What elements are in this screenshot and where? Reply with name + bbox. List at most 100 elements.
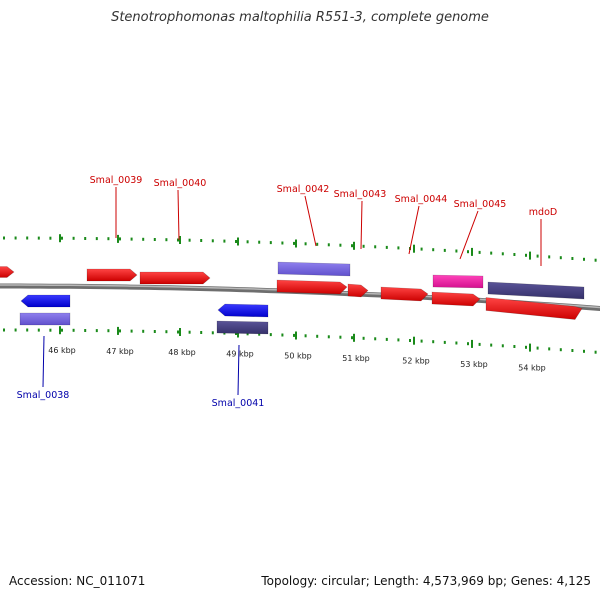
scale-tick-top	[327, 243, 330, 247]
scale-tick-bottom	[177, 330, 179, 334]
scale-tick-top	[200, 239, 203, 242]
scale-tick-top	[107, 237, 110, 241]
scale-tick-top	[583, 257, 585, 261]
scale-tick-bottom	[432, 340, 435, 344]
scale-label: 46 kbp	[48, 346, 76, 355]
scale-tick-top	[269, 241, 272, 245]
scale-tick-top	[571, 257, 574, 260]
gene-label: Smal_0039	[90, 175, 143, 186]
gene-leader-line	[360, 200, 363, 250]
gene-leader-line	[237, 344, 240, 396]
scale-tick-top	[223, 239, 226, 243]
scale-tick-bottom	[246, 332, 249, 336]
topology-label: Topology:	[261, 574, 318, 588]
gene-label: Smal_0045	[454, 199, 507, 210]
gene-feature-mdod	[485, 297, 583, 320]
scale-tick-bottom	[548, 347, 551, 351]
scale-tick-top	[316, 242, 319, 246]
scale-tick-top	[37, 236, 40, 240]
scale-tick-top	[3, 236, 5, 240]
gene-label: Smal_0038	[17, 390, 70, 401]
scale-tick-top	[95, 237, 98, 241]
scale-tick-top	[235, 240, 237, 243]
scale-major-tick-top	[237, 237, 239, 246]
gene-leader-line	[459, 210, 479, 260]
gene-label: Smal_0041	[212, 398, 265, 409]
scale-tick-top	[72, 236, 75, 240]
scale-tick-bottom	[49, 328, 52, 332]
scale-tick-top	[246, 240, 249, 244]
accession-value: NC_011071	[76, 574, 146, 588]
gene-leader-line	[408, 205, 420, 255]
gene-label: Smal_0040	[154, 178, 207, 189]
gene-feature-smal-0040	[139, 271, 211, 285]
accession-label: Accession:	[9, 574, 73, 588]
scale-tick-bottom	[385, 337, 388, 341]
scale-tick-top	[281, 241, 284, 245]
page-title: Stenotrophomonas maltophilia R551-3, com…	[111, 10, 489, 25]
separator-2: ;	[502, 574, 511, 588]
scale-tick-bottom	[258, 332, 261, 336]
scale-tick-bottom	[26, 328, 29, 332]
scale-label: 48 kbp	[168, 348, 196, 357]
scale-tick-top	[258, 240, 261, 244]
scale-tick-bottom	[351, 336, 353, 340]
scale-tick-top	[61, 236, 63, 240]
scale-major-tick-bottom	[179, 328, 181, 336]
scale-tick-top	[351, 244, 353, 248]
gene-leader-line	[177, 189, 180, 241]
scale-tick-top	[293, 241, 295, 245]
scale-tick-top	[420, 247, 423, 251]
genes-value: 4,125	[556, 574, 591, 588]
scale-tick-bottom	[594, 350, 597, 354]
scale-tick-bottom	[513, 345, 516, 348]
scale-tick-bottom	[420, 339, 423, 343]
length-value: 4,573,969 bp	[422, 574, 503, 588]
scale-tick-top	[211, 239, 214, 243]
scale-tick-bottom	[153, 330, 156, 333]
scale-major-tick-bottom	[295, 331, 297, 340]
gene-leader-line	[42, 335, 45, 388]
scale-major-tick-bottom	[413, 336, 415, 345]
scale-tick-bottom	[525, 345, 527, 349]
scale-tick-bottom	[107, 329, 110, 333]
scale-major-tick-bottom	[59, 326, 61, 335]
scale-tick-bottom	[571, 349, 574, 352]
scale-tick-bottom	[269, 333, 272, 337]
scale-tick-top	[188, 238, 191, 242]
scale-tick-top	[119, 237, 121, 241]
topology-value: circular	[321, 574, 366, 588]
scale-tick-top	[153, 238, 156, 241]
scale-major-tick-top	[413, 244, 415, 253]
gene-label: Smal_0043	[334, 189, 387, 200]
scale-tick-top	[130, 237, 133, 241]
scale-label: 51 kbp	[342, 354, 370, 363]
gene-feature-smal-0041	[217, 303, 269, 318]
scale-tick-bottom	[235, 332, 237, 335]
scale-label: 53 kbp	[460, 360, 488, 369]
scale-major-tick-top	[529, 251, 531, 260]
scale-tick-bottom	[130, 329, 133, 333]
gene-feature-smal-0042	[276, 279, 348, 295]
gene-feature-smal-0045	[431, 291, 481, 307]
scale-tick-top	[455, 249, 458, 253]
scale-tick-top	[548, 255, 551, 259]
gene-feature-mdod-box	[487, 281, 585, 300]
gene-feature-smal-0045-box	[432, 274, 484, 289]
scale-tick-bottom	[95, 329, 98, 333]
scale-tick-top	[385, 245, 388, 249]
scale-major-tick-bottom	[117, 326, 119, 335]
scale-major-tick-top	[353, 241, 355, 250]
scale-tick-top	[362, 244, 365, 248]
scale-major-tick-top	[117, 234, 119, 243]
scale-tick-bottom	[304, 334, 307, 338]
scale-tick-top	[478, 250, 481, 254]
scale-tick-top	[49, 236, 52, 240]
scale-tick-top	[536, 254, 539, 258]
scale-tick-bottom	[409, 339, 411, 342]
accession-info: Accession: NC_011071	[9, 574, 145, 588]
length-label: Length:	[373, 574, 420, 588]
gene-feature-smal-0038	[20, 294, 71, 308]
scale-tick-bottom	[84, 329, 87, 332]
scale-tick-bottom	[327, 335, 330, 339]
